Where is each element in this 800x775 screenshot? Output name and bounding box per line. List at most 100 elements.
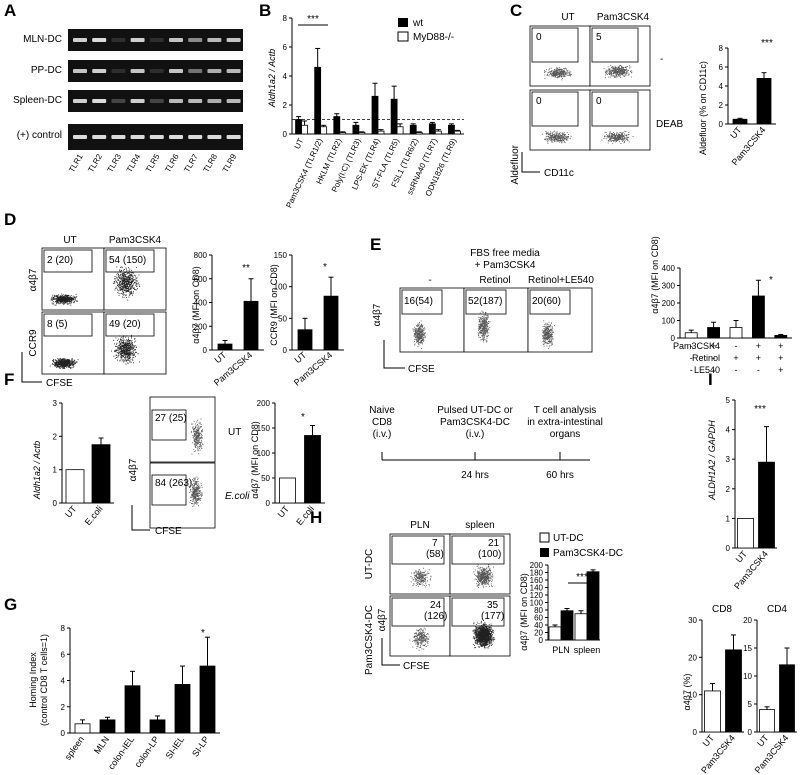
bar	[339, 132, 347, 135]
flow-dot	[117, 339, 118, 341]
flow-dot	[124, 280, 125, 282]
flow-dot	[59, 358, 61, 360]
flow-dot	[554, 73, 556, 75]
flow-dot	[548, 321, 550, 323]
flow-dot	[130, 275, 132, 277]
flow-dot	[545, 131, 547, 133]
flow-dot	[125, 346, 126, 348]
flow-dot	[57, 297, 58, 299]
flow-dot	[133, 283, 135, 284]
flow-dot	[127, 350, 128, 352]
flow-dot	[548, 333, 549, 335]
flow-dot	[614, 137, 616, 139]
flow-dot	[601, 139, 603, 141]
flow-dot	[483, 328, 485, 330]
flow-dot	[51, 297, 52, 299]
flow-dot	[120, 340, 122, 341]
flow-dot	[612, 73, 614, 75]
flow-dot	[198, 436, 200, 438]
flow-dot	[133, 354, 135, 356]
flow-dot	[623, 72, 625, 74]
flow-dot	[125, 271, 127, 273]
flow-dot	[199, 493, 201, 494]
flow-dot	[54, 301, 56, 303]
flow-dot	[120, 337, 122, 339]
flow-dot	[49, 365, 51, 367]
flow-dot	[613, 73, 615, 74]
flow-dot	[131, 291, 133, 293]
flow-x-label: CFSE	[46, 378, 73, 389]
flow-dot	[197, 424, 198, 425]
flow-dot	[560, 136, 562, 138]
flow-dot	[57, 300, 59, 302]
flow-dot	[125, 276, 127, 278]
flow-dot	[123, 339, 125, 341]
flow-dot	[129, 292, 131, 294]
flow-dot	[421, 330, 423, 332]
flow-dot	[72, 362, 73, 364]
flow-dot	[123, 344, 125, 346]
flow-dot	[559, 133, 561, 135]
flow-dot	[128, 281, 130, 282]
flow-dot	[64, 364, 66, 366]
flow-dot	[56, 297, 58, 299]
flow-dot	[482, 339, 484, 340]
flow-dot	[608, 135, 610, 137]
flow-dot	[58, 303, 60, 305]
flow-dot	[115, 271, 116, 273]
flow-dot	[483, 340, 484, 341]
panel-d-chart-a4b7: α4β7 (MFI on CD8) 0200400600800UTPam3CSK…	[191, 251, 264, 388]
flow-dot	[195, 425, 197, 427]
flow-dot	[609, 132, 610, 134]
flow-plot	[149, 462, 216, 529]
y-tick-label: 150	[257, 424, 271, 433]
flow-dot	[131, 287, 133, 289]
flow-dot	[545, 328, 547, 329]
flow-dot	[201, 430, 203, 432]
gel-band	[169, 38, 183, 42]
flow-dot	[544, 326, 546, 328]
flow-dot	[123, 282, 125, 284]
flow-dot	[543, 331, 545, 332]
flow-dot	[119, 281, 121, 283]
flow-dot	[544, 332, 546, 334]
flow-dot	[551, 336, 553, 338]
flow-dot	[65, 360, 67, 362]
gel-lane-label: TLR7	[182, 152, 200, 174]
flow-dot	[128, 288, 129, 290]
flow-dot	[610, 134, 612, 136]
flow-dot	[614, 69, 616, 70]
flow-dot	[484, 327, 486, 328]
flow-dot	[127, 340, 128, 342]
flow-dot	[132, 281, 134, 283]
flow-dot	[71, 367, 73, 369]
flow-dot	[421, 331, 423, 332]
flow-dot	[609, 135, 611, 137]
flow-dot	[623, 69, 625, 71]
flow-dot	[614, 65, 616, 67]
flow-dot	[563, 76, 565, 78]
flow-dot	[479, 327, 481, 329]
y-tick-label: 180	[530, 569, 544, 578]
flow-dot	[420, 334, 422, 336]
flow-dot	[70, 367, 72, 369]
flow-dot	[618, 141, 620, 143]
flow-dot	[194, 438, 196, 440]
timeline-text: Pulsed UT-DC or	[437, 405, 513, 416]
flow-dot	[417, 336, 419, 338]
flow-dot	[58, 364, 60, 365]
flow-dot	[193, 430, 195, 432]
flow-dot	[483, 327, 485, 329]
flow-dot	[128, 282, 129, 284]
flow-dot	[62, 365, 64, 367]
y-tick-label: 1	[53, 466, 58, 475]
flow-dot	[196, 494, 198, 496]
flow-dot	[488, 327, 490, 329]
flow-dot	[124, 281, 125, 283]
flow-dot	[136, 351, 138, 353]
flow-dot	[423, 339, 425, 340]
flow-dot	[195, 499, 197, 500]
flow-dot	[122, 288, 124, 290]
flow-dot	[551, 70, 552, 72]
flow-dot	[620, 134, 622, 136]
